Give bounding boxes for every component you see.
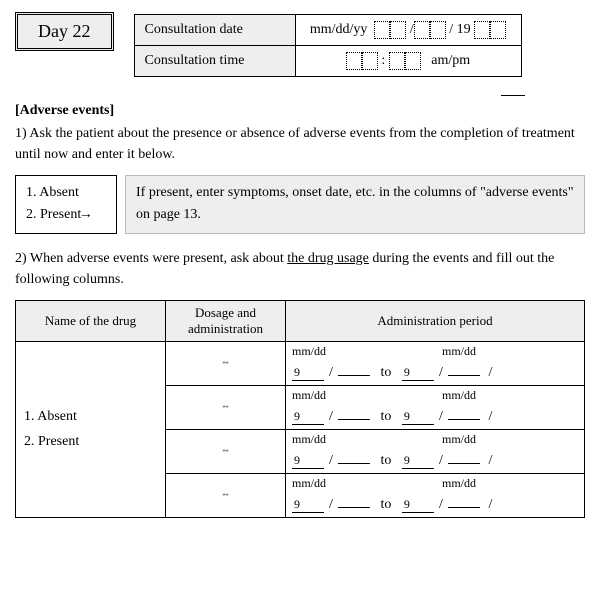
dosage-cell[interactable]: ┉: [166, 341, 286, 385]
option-absent[interactable]: 1. Absent: [26, 182, 106, 204]
date-box[interactable]: [490, 21, 506, 39]
consult-time-label: Consultation time: [134, 46, 295, 77]
dosage-cell[interactable]: ┉: [166, 429, 286, 473]
note-box: If present, enter symptoms, onset date, …: [125, 175, 585, 234]
consult-time-value[interactable]: : am/pm: [295, 46, 521, 77]
date-box[interactable]: [390, 21, 406, 39]
col-drug-name: Name of the drug: [16, 300, 166, 341]
small-field[interactable]: [501, 81, 525, 96]
time-box[interactable]: [389, 52, 405, 70]
col-admin-period: Administration period: [286, 300, 585, 341]
header-row: Day 22 Consultation date mm/dd/yy / / 19…: [15, 12, 585, 77]
option-present[interactable]: 2. Present →: [26, 204, 106, 226]
extra-box-row: [15, 81, 585, 97]
row-options: 1. Absent 2. Present: [16, 341, 166, 517]
time-box[interactable]: [362, 52, 378, 70]
mmdd-label: mm/dd mm/dd: [286, 385, 585, 405]
period-cell[interactable]: 9/ to 9/ /: [286, 449, 585, 474]
options-box: 1. Absent 2. Present →: [15, 175, 117, 234]
option-absent[interactable]: 1. Absent: [24, 404, 157, 429]
mmdd-label: mm/dd mm/dd: [286, 429, 585, 449]
drug-table: Name of the drug Dosage and administrati…: [15, 300, 585, 518]
consult-date-label: Consultation date: [134, 15, 295, 46]
consult-date-value[interactable]: mm/dd/yy / / 19: [295, 15, 521, 46]
consultation-table: Consultation date mm/dd/yy / / 19 Consul…: [134, 14, 522, 77]
adverse-events-title: [Adverse events]: [15, 103, 585, 119]
question-2: 2) When adverse events were present, ask…: [15, 248, 585, 290]
dosage-cell[interactable]: ┉: [166, 385, 286, 429]
date-box[interactable]: [374, 21, 390, 39]
day-box: Day 22: [15, 12, 114, 51]
date-box[interactable]: [414, 21, 430, 39]
mmdd-label: mm/dd mm/dd: [286, 341, 585, 361]
time-box[interactable]: [346, 52, 362, 70]
col-dosage: Dosage and administration: [166, 300, 286, 341]
date-box[interactable]: [430, 21, 446, 39]
period-cell[interactable]: 9/ to 9/ /: [286, 405, 585, 430]
date-box[interactable]: [474, 21, 490, 39]
mmdd-label: mm/dd mm/dd: [286, 473, 585, 493]
dosage-cell[interactable]: ┉: [166, 473, 286, 517]
q1-options-row: 1. Absent 2. Present → If present, enter…: [15, 175, 585, 234]
period-cell[interactable]: 9/ to 9/ /: [286, 361, 585, 386]
time-box[interactable]: [405, 52, 421, 70]
question-1: 1) Ask the patient about the presence or…: [15, 123, 585, 165]
period-cell[interactable]: 9/ to 9/ /: [286, 493, 585, 518]
option-present[interactable]: 2. Present: [24, 429, 157, 454]
arrow-icon: →: [79, 204, 93, 226]
